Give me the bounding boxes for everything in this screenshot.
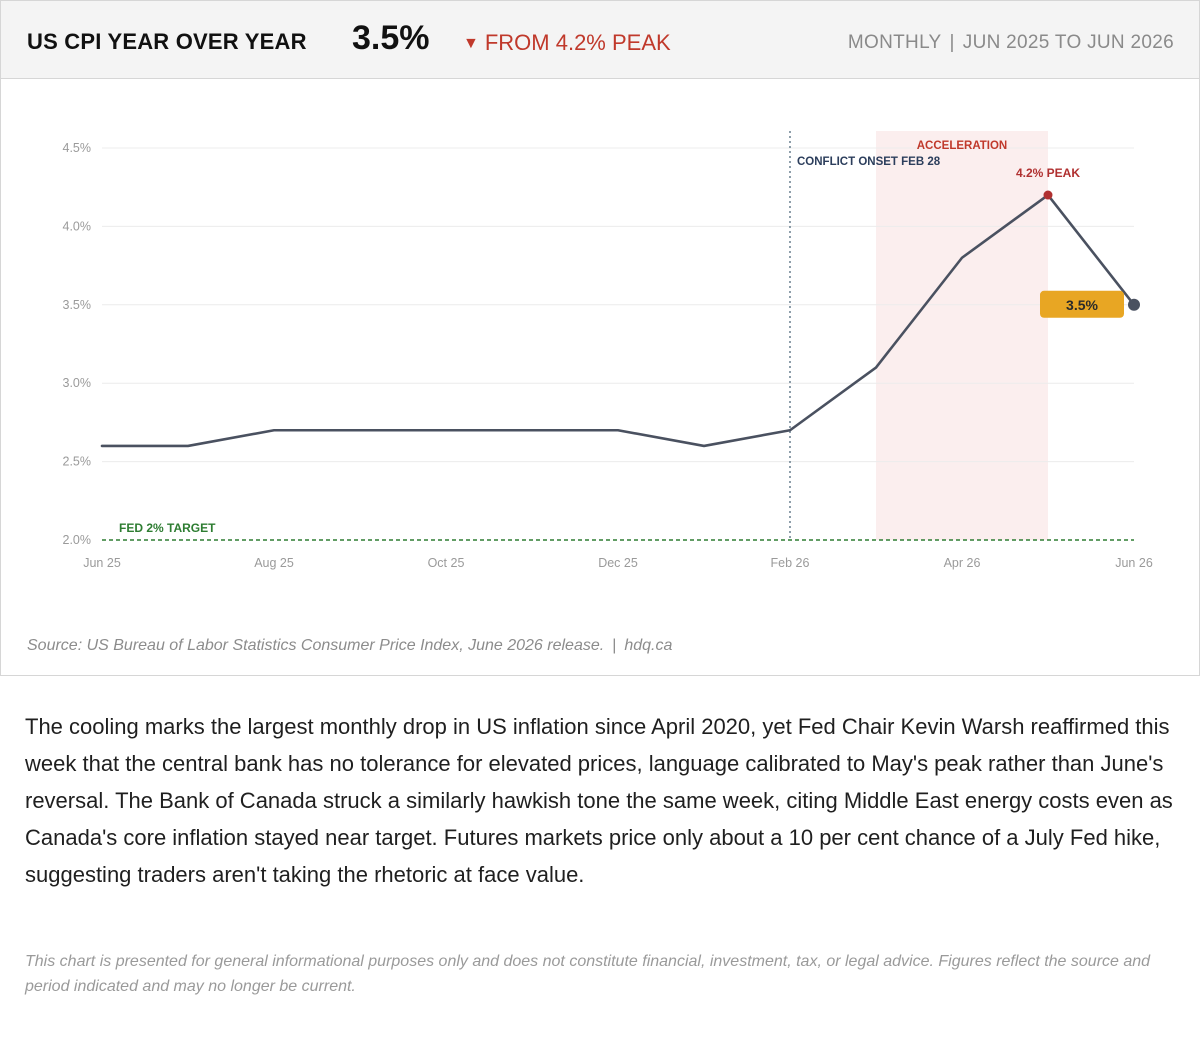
x-tick-label: Feb 26 — [771, 556, 810, 570]
cpi-series-line — [100, 193, 1136, 448]
source-site: hdq.ca — [624, 637, 673, 654]
current-value: 3.5% — [352, 19, 430, 57]
acceleration-region — [876, 131, 1048, 540]
last-value-badge — [1040, 290, 1124, 318]
chart-header: US CPI YEAR OVER YEAR 3.5% ▼ FROM 4.2% PE… — [1, 1, 1199, 79]
x-tick-label: Aug 25 — [254, 556, 294, 570]
y-tick-label: 4.5% — [63, 141, 92, 155]
change-indicator: ▼ FROM 4.2% PEAK — [463, 30, 671, 56]
y-tick-label: 2.0% — [63, 533, 92, 547]
cpi-line-chart: 2.0% 2.5% 3.0% 3.5% 4.0% 4.5% Jun 25 Aug 25 Oct … — [63, 131, 1153, 570]
source-text: Source: US Bureau of Labor Statistics Co… — [27, 637, 605, 654]
y-tick-label: 3.5% — [63, 298, 92, 312]
acceleration-label: ACCELERATION — [917, 140, 1008, 152]
chart-card: US CPI YEAR OVER YEAR 3.5% ▼ FROM 4.2% PE… — [0, 0, 1200, 676]
change-text: FROM 4.2% PEAK — [484, 30, 671, 55]
x-tick-label: Jun 25 — [83, 556, 121, 570]
article-paragraph: The cooling marks the largest monthly dr… — [25, 714, 1173, 887]
frequency-label: MONTHLY — [847, 32, 942, 53]
x-tick-label: Jun 26 — [1115, 556, 1153, 570]
meta-separator: | — [949, 32, 955, 53]
y-tick-label: 3.0% — [63, 376, 92, 390]
peak-marker — [1043, 190, 1053, 200]
last-value-label: 3.5% — [1066, 297, 1098, 313]
source-separator: | — [612, 637, 617, 654]
period-label: JUN 2025 TO JUN 2026 — [962, 32, 1174, 53]
peak-label: 4.2% PEAK — [1016, 166, 1080, 180]
y-tick-label: 2.5% — [63, 455, 92, 469]
period-meta: MONTHLY | JUN 2025 TO JUN 2026 — [848, 32, 1174, 54]
x-tick-label: Apr 26 — [944, 556, 981, 570]
disclaimer: This chart is presented for general info… — [25, 953, 1151, 995]
down-arrow-icon: ▼ — [463, 35, 479, 52]
conflict-onset-label: CONFLICT ONSET FEB 28 — [797, 156, 941, 168]
chart-title: US CPI YEAR OVER YEAR — [27, 29, 307, 54]
last-value-marker — [1128, 298, 1140, 311]
x-tick-label: Dec 25 — [598, 556, 638, 570]
y-tick-label: 4.0% — [63, 219, 92, 233]
fed-target-label: FED 2% TARGET — [119, 521, 216, 535]
source-note: Source: US Bureau of Labor Statistics Co… — [27, 637, 672, 655]
x-tick-label: Oct 25 — [428, 556, 465, 570]
